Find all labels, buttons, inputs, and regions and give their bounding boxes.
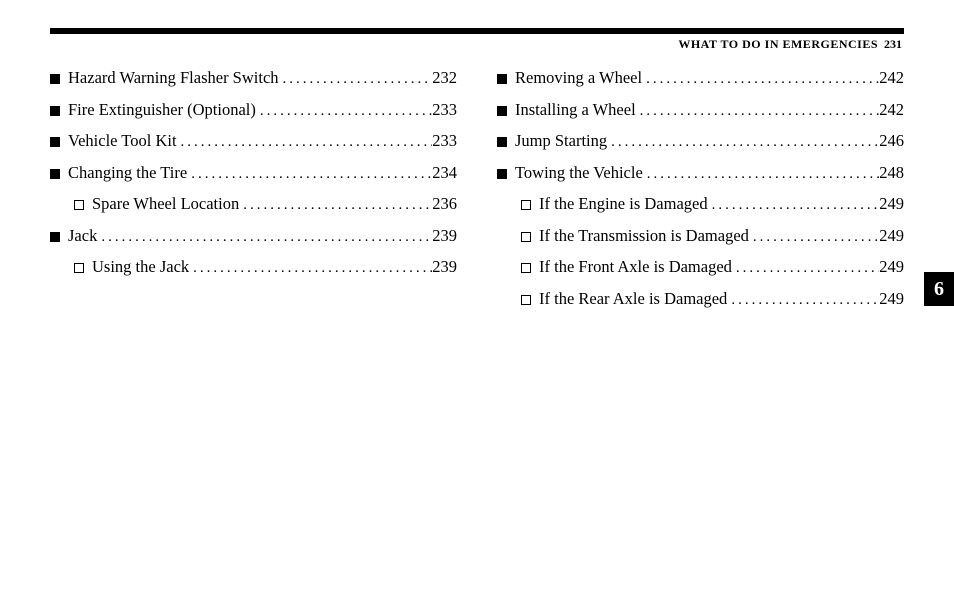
toc-page-number: 249 xyxy=(879,251,904,282)
top-rule-bar: WHAT TO DO IN EMERGENCIES 231 xyxy=(50,28,904,54)
toc-entry: Vehicle Tool Kit........................… xyxy=(50,125,457,157)
toc-entry: Spare Wheel Location....................… xyxy=(50,188,457,220)
toc-label: Hazard Warning Flasher Switch xyxy=(68,62,279,93)
square-bullet-icon xyxy=(50,74,60,84)
toc-label: If the Transmission is Damaged xyxy=(539,220,749,251)
toc-label: If the Rear Axle is Damaged xyxy=(539,283,727,314)
toc-leader-dots: ........................................… xyxy=(177,128,433,157)
toc-entry: Removing a Wheel........................… xyxy=(497,62,904,94)
toc-page-number: 242 xyxy=(879,94,904,125)
toc-column-left: Hazard Warning Flasher Switch...........… xyxy=(50,62,457,314)
toc-entry: Installing a Wheel......................… xyxy=(497,94,904,126)
toc-label: If the Front Axle is Damaged xyxy=(539,251,732,282)
toc-page-number: 233 xyxy=(432,125,457,156)
toc-label: Removing a Wheel xyxy=(515,62,642,93)
toc-leader-dots: ........................................… xyxy=(642,65,879,94)
toc-leader-dots: ........................................… xyxy=(97,223,432,252)
square-outline-icon xyxy=(521,200,531,210)
toc-entry: If the Engine is Damaged................… xyxy=(497,188,904,220)
toc-page-number: 248 xyxy=(879,157,904,188)
toc-entry: If the Rear Axle is Damaged.............… xyxy=(497,283,904,315)
toc-entry: Towing the Vehicle......................… xyxy=(497,157,904,189)
toc-leader-dots: ........................................… xyxy=(239,191,432,220)
toc-page-number: 246 xyxy=(879,125,904,156)
toc-page-number: 242 xyxy=(879,62,904,93)
toc-page-number: 232 xyxy=(432,62,457,93)
toc-label: Spare Wheel Location xyxy=(92,188,239,219)
square-bullet-icon xyxy=(50,137,60,147)
toc-entry: If the Transmission is Damaged..........… xyxy=(497,220,904,252)
toc-leader-dots: ........................................… xyxy=(189,254,432,283)
toc-page-number: 249 xyxy=(879,283,904,314)
toc-leader-dots: ........................................… xyxy=(749,223,879,252)
header-page-number: 231 xyxy=(884,37,902,52)
square-bullet-icon xyxy=(497,74,507,84)
toc-label: Changing the Tire xyxy=(68,157,187,188)
square-bullet-icon xyxy=(497,137,507,147)
square-bullet-icon xyxy=(497,169,507,179)
toc-leader-dots: ........................................… xyxy=(636,97,880,126)
toc-leader-dots: ........................................… xyxy=(607,128,879,157)
toc-entry: If the Front Axle is Damaged............… xyxy=(497,251,904,283)
toc-label: Using the Jack xyxy=(92,251,189,282)
toc-label: Jump Starting xyxy=(515,125,607,156)
toc-label: If the Engine is Damaged xyxy=(539,188,708,219)
toc-page-number: 233 xyxy=(432,94,457,125)
toc-leader-dots: ........................................… xyxy=(256,97,432,126)
square-bullet-icon xyxy=(50,106,60,116)
section-title: WHAT TO DO IN EMERGENCIES xyxy=(678,37,878,52)
toc-label: Towing the Vehicle xyxy=(515,157,643,188)
toc-entry: Jack....................................… xyxy=(50,220,457,252)
toc-leader-dots: ........................................… xyxy=(732,254,879,283)
toc-page-number: 239 xyxy=(432,251,457,282)
toc-entry: Hazard Warning Flasher Switch...........… xyxy=(50,62,457,94)
square-bullet-icon xyxy=(50,169,60,179)
square-outline-icon xyxy=(521,263,531,273)
square-bullet-icon xyxy=(50,232,60,242)
toc-leader-dots: ........................................… xyxy=(708,191,880,220)
toc-leader-dots: ........................................… xyxy=(279,65,433,94)
toc-column-right: Removing a Wheel........................… xyxy=(497,62,904,314)
square-outline-icon xyxy=(74,263,84,273)
toc-leader-dots: ........................................… xyxy=(727,286,879,315)
chapter-tab: 6 xyxy=(924,272,954,306)
page-container: WHAT TO DO IN EMERGENCIES 231 Hazard War… xyxy=(0,0,954,314)
toc-page-number: 249 xyxy=(879,220,904,251)
square-outline-icon xyxy=(74,200,84,210)
toc-page-number: 234 xyxy=(432,157,457,188)
toc-label: Vehicle Tool Kit xyxy=(68,125,177,156)
square-outline-icon xyxy=(521,295,531,305)
toc-label: Fire Extinguisher (Optional) xyxy=(68,94,256,125)
toc-label: Jack xyxy=(68,220,97,251)
toc-page-number: 239 xyxy=(432,220,457,251)
toc-entry: Changing the Tire.......................… xyxy=(50,157,457,189)
square-bullet-icon xyxy=(497,106,507,116)
toc-leader-dots: ........................................… xyxy=(643,160,879,189)
toc-label: Installing a Wheel xyxy=(515,94,636,125)
toc-entry: Jump Starting...........................… xyxy=(497,125,904,157)
toc-entry: Fire Extinguisher (Optional)............… xyxy=(50,94,457,126)
toc-leader-dots: ........................................… xyxy=(187,160,432,189)
toc-page-number: 236 xyxy=(432,188,457,219)
toc-entry: Using the Jack..........................… xyxy=(50,251,457,283)
toc-page-number: 249 xyxy=(879,188,904,219)
toc-columns: Hazard Warning Flasher Switch...........… xyxy=(50,62,904,314)
square-outline-icon xyxy=(521,232,531,242)
